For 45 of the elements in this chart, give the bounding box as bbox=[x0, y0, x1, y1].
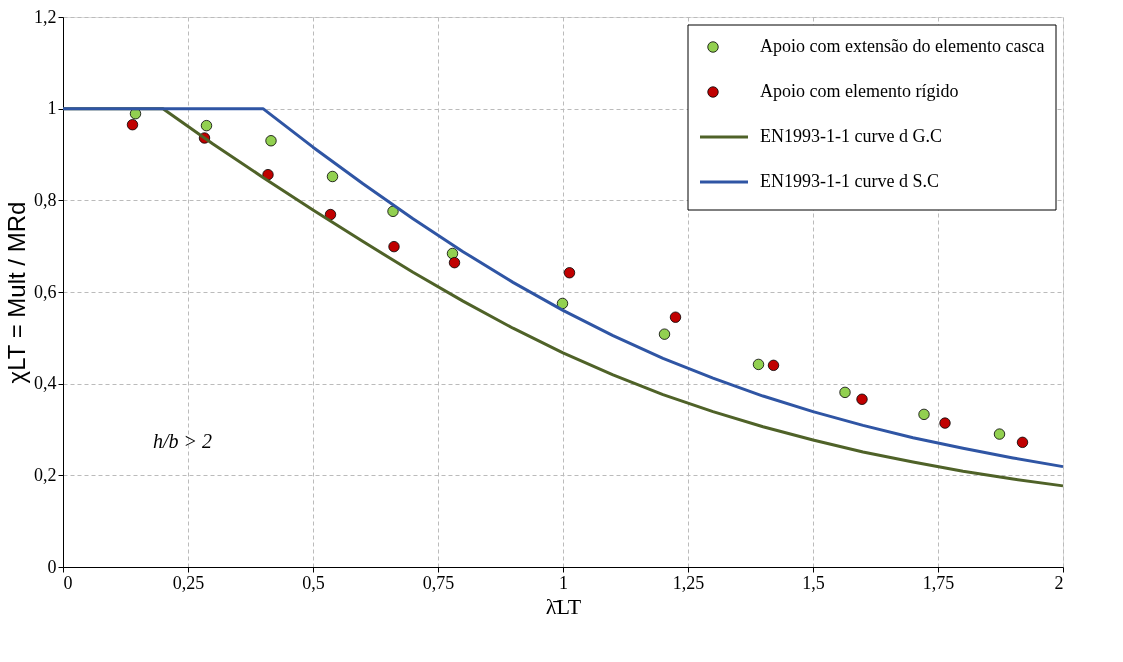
annotation: h/b > 2 bbox=[153, 430, 213, 452]
y-tick-label: 0,6 bbox=[34, 281, 57, 302]
y-axis-title: χLT = Mult / MRd bbox=[3, 201, 30, 384]
legend-label: Apoio com elemento rígido bbox=[760, 81, 959, 101]
point bbox=[993, 428, 1006, 440]
point bbox=[448, 257, 461, 269]
x-tick-label: 0,5 bbox=[302, 572, 325, 593]
point bbox=[767, 359, 780, 371]
legend-label: EN1993-1-1 curve d S.C bbox=[760, 171, 939, 191]
point bbox=[939, 417, 951, 429]
point bbox=[1016, 436, 1029, 448]
point bbox=[446, 247, 459, 260]
point bbox=[556, 297, 569, 310]
x-tick-label: 0,25 bbox=[172, 572, 205, 593]
y-tick-label: 1 bbox=[47, 98, 57, 119]
y-tick-label: 0,4 bbox=[34, 373, 57, 394]
x-tick-label: 1,5 bbox=[802, 572, 825, 593]
y-tick-label: 0 bbox=[47, 556, 57, 577]
x-tick-label: 1 bbox=[559, 572, 568, 593]
point bbox=[326, 170, 339, 183]
legend-label: Apoio com extensão do elemento casca bbox=[760, 36, 1045, 56]
point bbox=[262, 169, 274, 181]
y-tick-label: 0,2 bbox=[34, 464, 57, 485]
point bbox=[669, 311, 682, 323]
point bbox=[126, 119, 139, 131]
x-tick-label: 2 bbox=[1054, 572, 1064, 593]
point bbox=[563, 267, 576, 279]
point bbox=[839, 386, 851, 399]
point bbox=[388, 240, 400, 253]
point bbox=[658, 328, 671, 340]
point bbox=[200, 119, 213, 132]
x-tick-label: 1,75 bbox=[922, 572, 955, 593]
point bbox=[918, 408, 930, 421]
point bbox=[752, 358, 765, 371]
x-tick-label: 1,25 bbox=[672, 572, 705, 593]
point bbox=[387, 205, 399, 217]
x-tick-label: 0,75 bbox=[422, 572, 455, 593]
point bbox=[265, 135, 277, 147]
y-tick-label: 0,8 bbox=[34, 189, 57, 210]
y-tick-label: 1,2 bbox=[34, 6, 57, 27]
x-tick-label: 0 bbox=[63, 572, 73, 593]
x-axis-title: λ̄LT bbox=[545, 593, 582, 619]
point bbox=[856, 393, 868, 405]
legend-label: EN1993-1-1 curve d G.C bbox=[760, 126, 942, 146]
point bbox=[324, 208, 337, 221]
